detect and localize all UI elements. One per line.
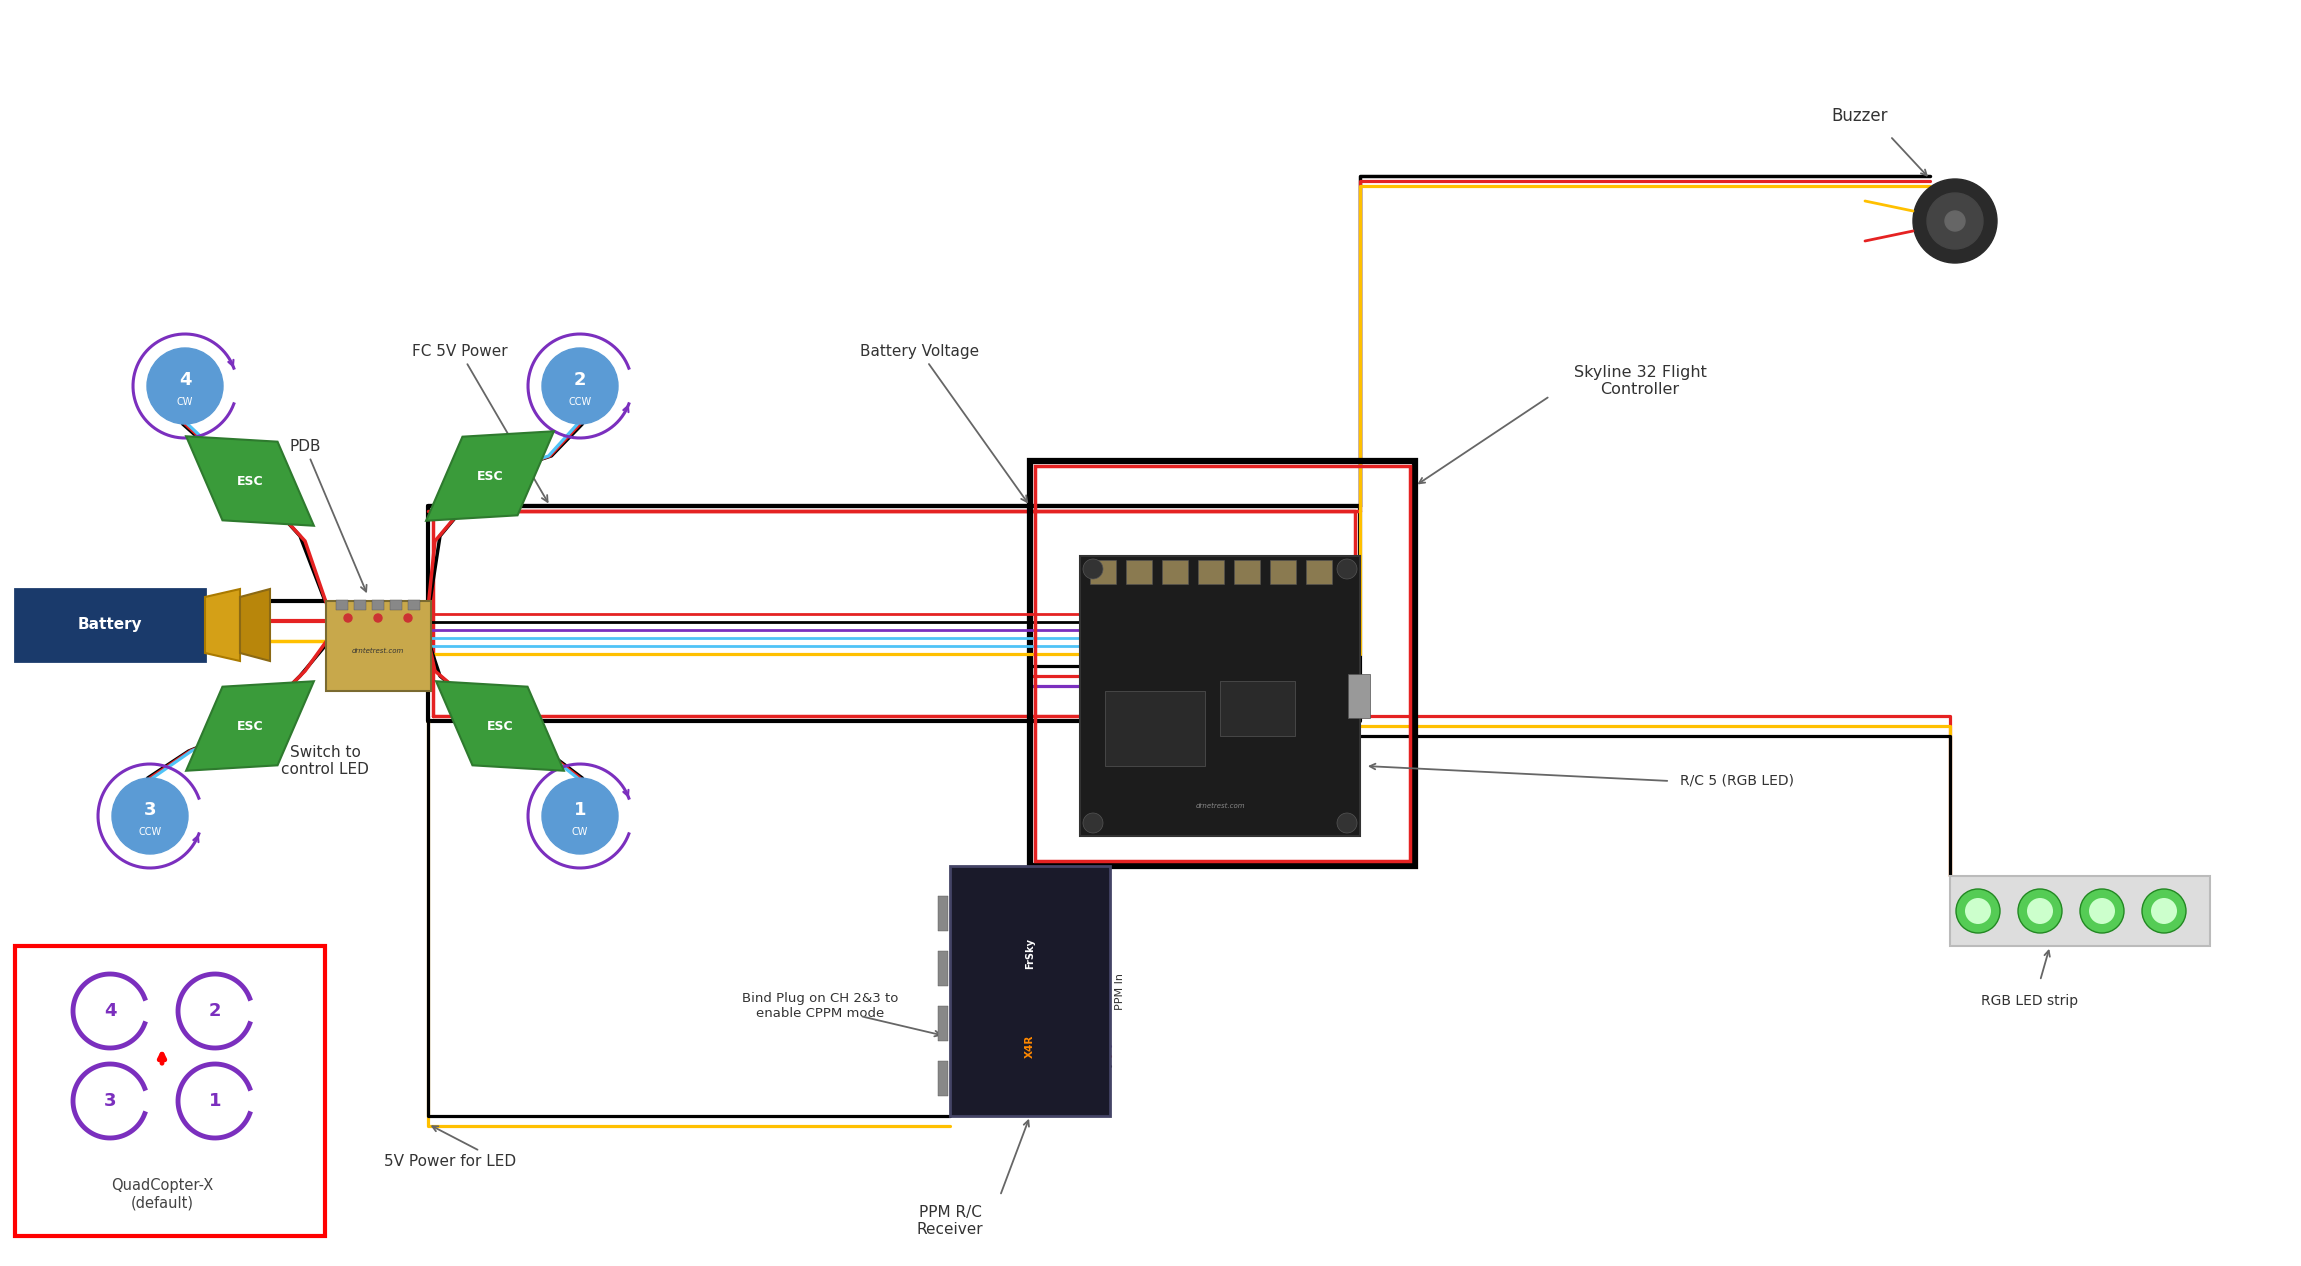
Circle shape	[2018, 889, 2062, 933]
Polygon shape	[437, 681, 564, 771]
Bar	[950, 866, 1109, 1117]
Bar	[1162, 560, 1187, 584]
Text: PDB: PDB	[290, 439, 366, 591]
Bar	[373, 600, 384, 610]
Text: 2: 2	[573, 371, 587, 389]
Bar	[1091, 560, 1116, 584]
Text: PPM In: PPM In	[1116, 972, 1125, 1009]
Circle shape	[345, 614, 352, 622]
Text: 3: 3	[143, 801, 156, 819]
Text: 1: 1	[209, 1093, 221, 1110]
Text: ESC: ESC	[488, 719, 513, 733]
Circle shape	[543, 348, 619, 424]
Text: Battery Voltage: Battery Voltage	[861, 344, 1026, 503]
Circle shape	[375, 614, 382, 622]
Circle shape	[1965, 898, 1990, 924]
Text: QuadCopter-X
(default): QuadCopter-X (default)	[110, 1177, 214, 1210]
Text: 2: 2	[209, 1001, 221, 1020]
Text: X4R: X4R	[1024, 1034, 1035, 1057]
Bar	[16, 589, 205, 661]
Text: Skyline 32 Flight
Controller: Skyline 32 Flight Controller	[1574, 365, 1707, 398]
Text: FC 5V Power: FC 5V Power	[412, 344, 548, 501]
Text: drntetrest.com: drntetrest.com	[352, 648, 405, 655]
Bar	[939, 896, 948, 931]
Text: Bind Plug on CH 2&3 to
enable CPPM mode: Bind Plug on CH 2&3 to enable CPPM mode	[741, 993, 897, 1020]
Text: CW: CW	[177, 398, 193, 406]
Circle shape	[2027, 898, 2052, 924]
Circle shape	[543, 779, 619, 855]
Circle shape	[1912, 179, 1997, 263]
Bar	[389, 600, 403, 610]
Text: 3: 3	[104, 1093, 117, 1110]
Bar	[939, 1061, 948, 1096]
Text: Buzzer: Buzzer	[1832, 108, 1889, 125]
Bar	[1233, 560, 1261, 584]
Circle shape	[1084, 813, 1102, 833]
Circle shape	[1944, 211, 1965, 230]
Text: Switch to
control LED: Switch to control LED	[281, 744, 368, 777]
Circle shape	[2089, 898, 2115, 924]
Text: CCW: CCW	[568, 398, 591, 406]
Bar	[324, 601, 430, 691]
Circle shape	[405, 614, 412, 622]
Bar	[1035, 466, 1411, 861]
Circle shape	[1337, 813, 1358, 833]
Circle shape	[1926, 192, 1983, 249]
Text: drnetrest.com: drnetrest.com	[1194, 803, 1245, 809]
Text: 5V Power for LED: 5V Power for LED	[384, 1153, 515, 1169]
Text: FrSky: FrSky	[1024, 938, 1035, 968]
Text: RGB LED strip: RGB LED strip	[1981, 994, 2078, 1008]
Text: 1: 1	[573, 801, 587, 819]
Polygon shape	[239, 589, 269, 661]
Text: R/C 5 (RGB LED): R/C 5 (RGB LED)	[1680, 774, 1795, 787]
Bar	[1348, 674, 1369, 718]
Text: CCW: CCW	[138, 827, 161, 837]
Bar	[1270, 560, 1295, 584]
Bar	[1079, 556, 1360, 836]
Circle shape	[2151, 898, 2177, 924]
Text: 4: 4	[179, 371, 191, 389]
Text: ESC: ESC	[476, 470, 504, 482]
Text: ESC: ESC	[237, 719, 262, 733]
Circle shape	[113, 779, 189, 855]
Bar	[939, 951, 948, 986]
Polygon shape	[186, 437, 313, 525]
Text: CW: CW	[573, 827, 589, 837]
Text: 4: 4	[104, 1001, 117, 1020]
Bar	[407, 600, 421, 610]
Circle shape	[1084, 560, 1102, 579]
Bar	[1199, 560, 1224, 584]
Circle shape	[1337, 560, 1358, 579]
Text: Battery: Battery	[78, 618, 143, 633]
Polygon shape	[426, 432, 555, 520]
Text: ESC: ESC	[237, 475, 262, 487]
Circle shape	[2142, 889, 2186, 933]
Bar	[1125, 560, 1153, 584]
Polygon shape	[186, 681, 313, 771]
Circle shape	[1956, 889, 2000, 933]
Bar	[939, 1006, 948, 1041]
Bar	[1220, 681, 1295, 736]
Circle shape	[147, 348, 223, 424]
Text: PPM R/C
Receiver: PPM R/C Receiver	[916, 1205, 983, 1237]
Bar	[354, 600, 366, 610]
Bar	[1104, 691, 1206, 766]
Bar	[1031, 461, 1415, 866]
Bar	[1949, 876, 2209, 946]
Bar	[16, 946, 324, 1236]
Circle shape	[2080, 889, 2124, 933]
Bar	[336, 600, 347, 610]
Bar	[1307, 560, 1332, 584]
Polygon shape	[205, 589, 239, 661]
